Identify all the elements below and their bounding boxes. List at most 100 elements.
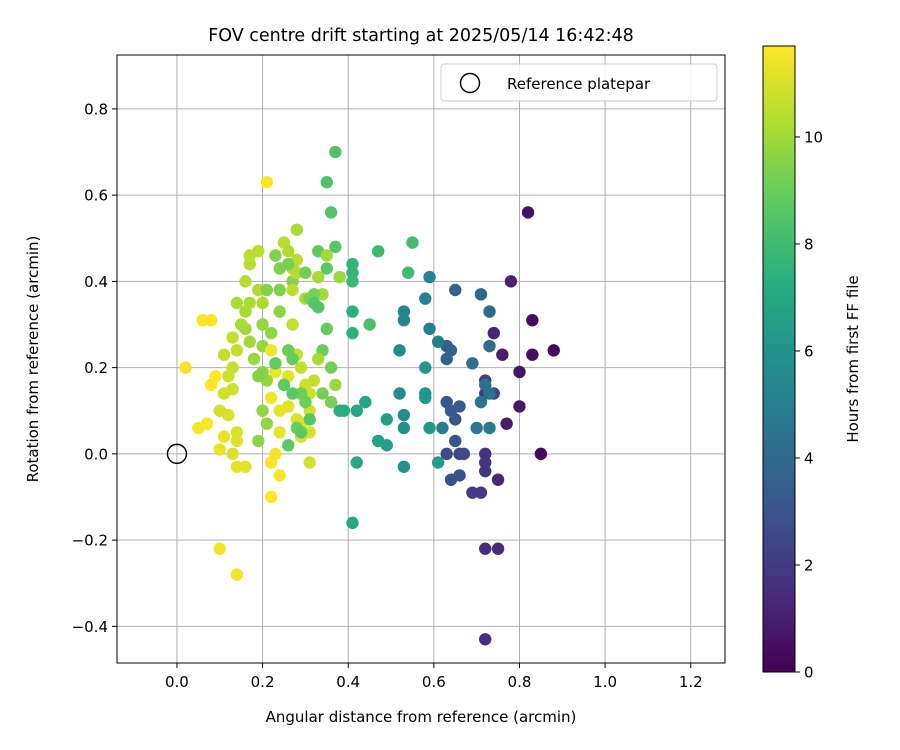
data-point	[474, 486, 488, 499]
data-point	[290, 223, 304, 236]
data-point	[483, 421, 496, 435]
colorbar-tick-label: 0	[804, 664, 814, 682]
data-point	[252, 434, 265, 448]
colorbar-tick-label: 8	[804, 235, 814, 253]
data-point	[299, 266, 312, 279]
data-point	[363, 318, 376, 331]
data-point	[320, 249, 334, 262]
data-point	[204, 378, 218, 392]
data-point	[264, 344, 278, 357]
data-point	[521, 206, 535, 219]
x-tick-label: 0.8	[508, 673, 532, 691]
data-point	[307, 374, 321, 387]
data-point	[346, 326, 359, 340]
data-point	[457, 447, 471, 461]
data-point	[479, 456, 492, 469]
data-point	[401, 266, 415, 279]
y-tick-label: 0.8	[84, 100, 108, 118]
colorbar-tick-label: 10	[804, 128, 823, 146]
data-point	[269, 365, 282, 379]
data-point	[513, 365, 526, 379]
data-point	[419, 292, 432, 305]
data-point	[316, 387, 329, 400]
data-point	[346, 257, 359, 271]
data-point	[479, 542, 492, 555]
data-point	[491, 542, 505, 555]
data-point	[504, 275, 518, 288]
data-point	[397, 460, 411, 474]
data-point	[269, 249, 282, 262]
data-point	[273, 469, 286, 482]
data-point	[526, 348, 539, 361]
data-point	[419, 391, 432, 405]
y-tick-label: −0.2	[72, 532, 108, 550]
data-point	[239, 275, 252, 288]
data-point	[243, 296, 256, 310]
data-point	[431, 456, 445, 469]
data-point	[346, 275, 359, 288]
data-point	[483, 305, 496, 318]
data-point	[213, 443, 226, 456]
legend-label: Reference platepar	[507, 75, 651, 93]
data-point	[346, 516, 359, 530]
colorbar-tick-label: 2	[804, 556, 814, 574]
data-point	[286, 352, 299, 366]
data-point	[453, 400, 466, 413]
data-point	[449, 434, 462, 448]
data-point	[217, 387, 231, 400]
data-point	[234, 318, 248, 331]
data-point	[260, 417, 274, 430]
grid-lines	[117, 55, 725, 663]
y-tick-label: 0.2	[84, 359, 108, 377]
data-point	[346, 266, 359, 279]
colorbar-tick-label: 6	[804, 342, 814, 360]
data-point	[269, 357, 282, 370]
data-point	[273, 283, 286, 297]
data-point	[329, 240, 342, 254]
data-point	[449, 283, 462, 297]
data-point	[534, 447, 548, 461]
colorbar-label: Hours from first FF file	[844, 275, 862, 442]
data-point	[436, 421, 449, 435]
colorbar-tick-label: 4	[804, 449, 814, 467]
data-point	[273, 426, 286, 439]
data-point	[217, 348, 231, 361]
data-point	[500, 417, 513, 430]
y-tick-label: 0.6	[84, 187, 108, 205]
data-point	[282, 439, 295, 452]
data-point	[423, 322, 436, 336]
data-point	[247, 352, 261, 366]
data-point	[423, 421, 436, 435]
x-tick-label: 0.2	[251, 673, 275, 691]
legend-marker	[459, 72, 481, 94]
data-point	[282, 400, 295, 413]
data-point	[312, 352, 325, 366]
data-point	[312, 301, 325, 314]
data-point	[264, 326, 278, 340]
data-point	[294, 426, 308, 439]
y-tick-label: 0.0	[84, 445, 108, 463]
x-axis-label: Angular distance from reference (arcmin)	[266, 708, 577, 726]
y-tick-label: 0.4	[84, 273, 108, 291]
data-point	[393, 387, 406, 400]
data-point	[286, 387, 299, 400]
x-tick-label: 0.4	[336, 673, 360, 691]
data-point	[470, 421, 483, 435]
data-point	[273, 305, 286, 318]
data-point	[294, 361, 308, 374]
data-point	[303, 413, 316, 426]
data-point	[440, 352, 453, 366]
x-axis-ticks: 0.0 0.2 0.4 0.6 0.8 1.0 1.2	[165, 663, 703, 691]
data-point	[479, 633, 492, 646]
data-point	[222, 408, 235, 422]
data-point	[230, 296, 244, 310]
data-point	[243, 335, 256, 348]
data-point	[466, 357, 479, 370]
data-point	[350, 404, 363, 417]
data-point	[200, 417, 214, 430]
data-point	[277, 378, 291, 392]
data-point	[496, 348, 509, 361]
legend: Reference platepar	[440, 63, 718, 102]
data-point	[491, 473, 505, 486]
